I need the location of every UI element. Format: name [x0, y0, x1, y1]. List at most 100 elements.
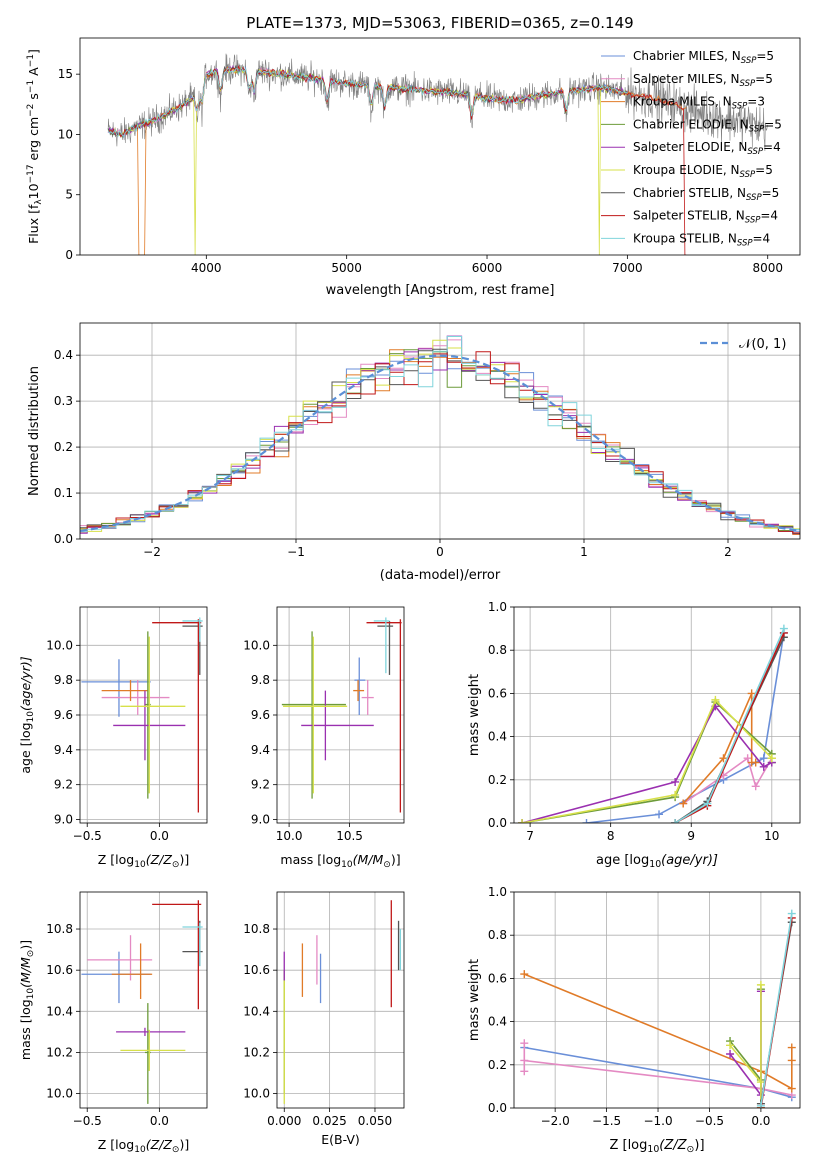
x-tick-label: −2.0: [541, 1114, 570, 1128]
hist-y-label: Normed distribution: [27, 366, 42, 496]
x-tick-label: 8: [607, 829, 615, 843]
massweight_vs_age-x-label-part: (age/yr)]: [661, 853, 718, 868]
x-tick-label: 9: [687, 829, 695, 843]
mass_vs_Z-y-label: mass [log10(M/M⊙)]: [18, 940, 36, 1060]
x-tick-label: 1: [580, 545, 588, 559]
spectrum-y-label: Flux [fλ10−17 erg cm−2 s−1 A−1]: [26, 49, 44, 244]
legend-sub: SSP: [747, 147, 763, 157]
legend-nssp: =5: [764, 117, 782, 131]
errorbar-point: [353, 680, 365, 702]
y-tick-label: 9.4: [54, 743, 73, 757]
mass_vs_Z-x-label-part: ⊙: [172, 1145, 180, 1155]
mass_vs_Z-y-label-part: mass [log: [18, 999, 33, 1060]
age_vs_mass-x-label-part: mass [log: [280, 852, 341, 867]
massweight_vs_Z-x-label-part: ⊙: [687, 1144, 695, 1155]
mass-weight-line: [521, 698, 773, 823]
plus-marker: [747, 689, 756, 698]
y-tick-label: 10.6: [46, 963, 73, 977]
plus-marker: [518, 819, 527, 823]
axes-frame: [276, 606, 405, 824]
axes-spectrum: 4000 5000 6000 7000 8000 0 5 10 15: [58, 37, 801, 275]
massweight_vs_age-x-label-part: age [log: [596, 853, 649, 868]
y-tick-label: 0.4: [488, 1015, 507, 1029]
errorbar-point: [373, 617, 390, 674]
y-tick-label: 0.8: [488, 928, 507, 942]
normal-reference-curve: [80, 354, 800, 532]
y-tick-label: 0.4: [488, 730, 507, 744]
legend-entry: Chabrier ELODIE, NSSP=5: [633, 117, 782, 134]
massweight_vs_Z-x-label-part: Z [log: [609, 1138, 647, 1153]
axes-residual_hist: −2 −1 0 1 2 0.0 0.1 0.2 0.3 0.4: [54, 322, 801, 559]
x-tick-label: 6000: [472, 261, 503, 275]
hist-x-label: (data-model)/error: [380, 568, 501, 583]
y-tick-label: 10.0: [243, 1087, 270, 1101]
age_vs_mass-x-label-part: ⊙: [383, 860, 391, 870]
massweight_vs_Z-x-label-part: 10: [647, 1144, 659, 1155]
y-tick-label: 0: [65, 248, 73, 262]
errorbar-point: [120, 636, 186, 794]
y-tick-label: 10.4: [243, 1004, 270, 1018]
x-tick-label: −2: [143, 545, 161, 559]
legend-label-normal: 𝒩(0, 1): [739, 337, 786, 352]
errorbar-point: [111, 943, 153, 999]
spectrum-y-label-part: ]: [26, 49, 41, 54]
mass_vs_Z-x-label-part: (Z/Z: [146, 1137, 173, 1152]
plus-marker: [671, 819, 680, 823]
y-tick-label: 1.0: [488, 885, 507, 899]
mass-weight-line: [760, 913, 793, 1106]
legend-nssp: =5: [755, 72, 773, 86]
mass_vs_Z-x-label-part: Z [log: [98, 1137, 134, 1152]
axes-frame: [513, 891, 801, 1109]
spectrum-y-label-part: −1: [26, 80, 36, 93]
data-spectrum-line: [107, 53, 768, 152]
plus-marker: [520, 1056, 529, 1065]
y-tick-label: 9.6: [251, 708, 270, 722]
figure-title: PLATE=1373, MJD=53063, FIBERID=0365, z=0…: [246, 14, 633, 32]
plus-marker: [787, 1056, 796, 1065]
legend-name: Chabrier STELIB, N: [633, 186, 746, 200]
x-tick-label: 0.050: [358, 1114, 392, 1128]
plus-marker: [520, 1039, 529, 1048]
x-tick-label: 8000: [752, 261, 783, 275]
plus-marker: [719, 754, 728, 763]
y-tick-label: 10.6: [243, 963, 270, 977]
mass_vs_Z-x-label-part: )]: [179, 1137, 189, 1152]
model-spectrum-line: [107, 66, 628, 138]
y-tick-label: 10: [58, 127, 73, 141]
legend-sub: SSP: [740, 170, 756, 180]
x-tick-label: 0.0: [150, 1114, 169, 1128]
x-tick-label: 5000: [331, 261, 362, 275]
legend-entry: Chabrier STELIB, NSSP=5: [633, 186, 779, 203]
errorbar-point: [101, 680, 170, 715]
axes-mass_vs_Z: −0.5 0.0 10.0 10.2 10.4 10.6 10.8: [46, 891, 208, 1128]
plot-area-mass_vs_EBV: [283, 900, 402, 1104]
legend-sub: SSP: [740, 79, 756, 89]
age_vs_Z-y-label-part: age [log: [18, 722, 33, 773]
plus-marker: [787, 1084, 796, 1093]
legend-entry: Kroupa MILES, NSSP=3: [633, 95, 765, 112]
x-tick-label: 4000: [191, 261, 222, 275]
plus-marker: [671, 777, 680, 786]
mass_vs_Z-y-label-part: (M/M: [18, 957, 33, 988]
axes-frame: [79, 891, 208, 1109]
age_vs_mass-x-label: mass [log10(M/M⊙)]: [280, 852, 400, 870]
y-tick-label: 0.6: [488, 686, 507, 700]
y-tick-label: 5: [65, 188, 73, 202]
massweight_vs_Z-x-label-part: )]: [694, 1138, 704, 1153]
x-tick-label: −0.5: [73, 829, 102, 843]
spectrum-x-label: wavelength [Angstrom, rest frame]: [326, 283, 555, 298]
legend-name: Salpeter STELIB, N: [633, 209, 745, 223]
legend-entry: Kroupa ELODIE, NSSP=5: [633, 163, 773, 180]
legend-entry: Salpeter MILES, NSSP=5: [633, 72, 773, 89]
errorbar-point: [366, 619, 402, 813]
plus-marker: [756, 1078, 765, 1087]
plot-area-age_vs_Z: [81, 617, 203, 813]
legend-name: Chabrier MILES, N: [633, 49, 741, 63]
spectrum-y-label-part: −1: [26, 54, 36, 67]
errorbar-point: [87, 935, 153, 981]
x-tick-label: −0.5: [695, 1114, 724, 1128]
mass-weight-series: [671, 624, 788, 823]
plot-area-spectrum: [107, 53, 768, 255]
mass_vs_Z-y-label-part: 10: [26, 988, 36, 1000]
y-tick-label: 0.2: [488, 773, 507, 787]
